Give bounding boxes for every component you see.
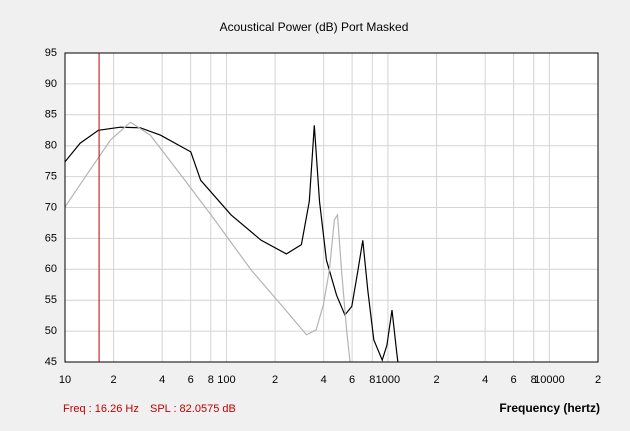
y-tick-label: 90 — [45, 78, 57, 90]
x-tick-label: 4 — [321, 374, 327, 386]
x-tick-label: 8 — [531, 374, 537, 386]
y-tick-label: 55 — [45, 294, 57, 306]
x-tick-label: 2 — [272, 374, 278, 386]
x-tick-label: 4 — [159, 374, 165, 386]
x-tick-label: 2 — [433, 374, 439, 386]
chart-title: Acoustical Power (dB) Port Masked — [220, 20, 409, 34]
y-tick-label: 70 — [45, 201, 57, 213]
y-tick-label: 75 — [45, 171, 57, 183]
x-tick-label: 100 — [217, 374, 235, 386]
plot-border — [64, 52, 599, 363]
x-tick-label: 6 — [511, 374, 517, 386]
y-tick-label: 85 — [45, 109, 57, 121]
x-tick-label: 8 — [369, 374, 375, 386]
y-tick-label: 60 — [45, 263, 57, 275]
cursor-freq: Freq : 16.26 Hz — [63, 403, 139, 415]
y-tick-label: 80 — [45, 140, 57, 152]
x-tick-label: 4 — [482, 374, 488, 386]
x-tick-label: 6 — [349, 374, 355, 386]
y-tick-label: 45 — [45, 356, 57, 368]
y-tick-label: 65 — [45, 232, 57, 244]
cursor-spl: SPL : 82.0575 dB — [150, 403, 236, 415]
series-line — [65, 121, 351, 362]
x-tick-label: 10 — [59, 374, 71, 386]
x-tick-label: 6 — [188, 374, 194, 386]
x-tick-label: 8 — [208, 374, 214, 386]
x-axis-label: Frequency (hertz) — [499, 401, 600, 415]
x-tick-label: 2 — [111, 374, 117, 386]
series-line — [65, 125, 399, 362]
x-tick-label: 1000 — [376, 374, 400, 386]
x-tick-label: 2 — [595, 374, 601, 386]
y-tick-label: 95 — [45, 47, 57, 59]
y-tick-label: 50 — [45, 325, 57, 337]
x-tick-label: 10000 — [534, 374, 565, 386]
